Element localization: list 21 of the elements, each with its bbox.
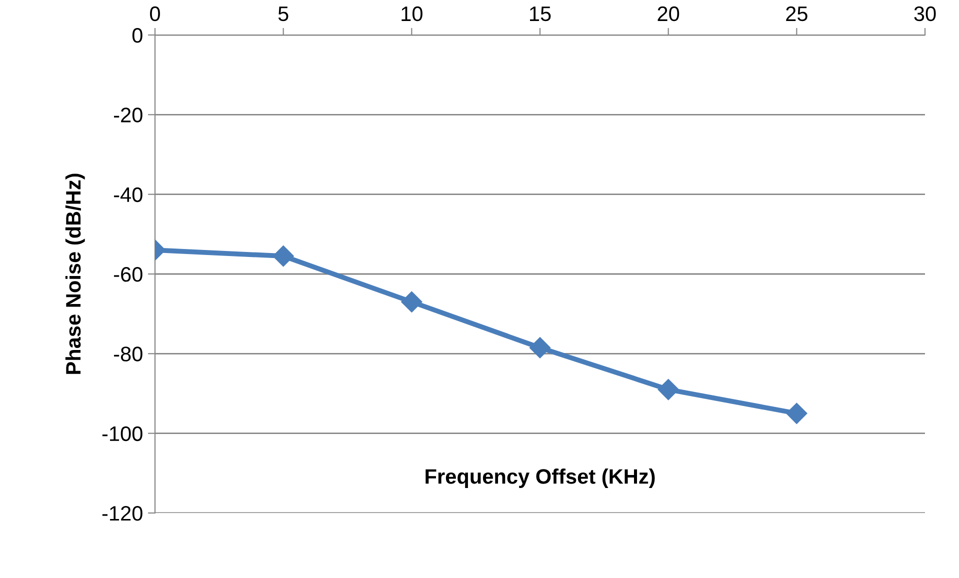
point [786, 402, 808, 424]
x-tick-label: 25 [786, 6, 808, 22]
x-tick-label: 0 [150, 6, 160, 22]
y-tick-label: -120 [102, 506, 142, 521]
x-tick-label: 30 [914, 6, 936, 22]
x-tick-label: 10 [402, 6, 422, 22]
point [658, 379, 679, 400]
x-tick-label: 15 [530, 6, 551, 22]
x-axis-title: Frequency Offset (KHz) [426, 468, 655, 488]
y-tick-label: -40 [114, 187, 142, 202]
y-tick-label: -20 [114, 108, 142, 122]
y-axis-title: Phase Noise (dB/Hz) [65, 174, 85, 374]
y-tick-label: -100 [102, 426, 142, 442]
point [529, 337, 551, 358]
y-tick-label: 0 [132, 28, 142, 43]
x-tick-label: 5 [278, 6, 288, 22]
point [272, 246, 294, 267]
y-tick-label: -80 [114, 346, 142, 362]
x-tick-label: 20 [658, 6, 680, 22]
point [401, 291, 422, 312]
y-tick-label: -60 [114, 267, 142, 282]
